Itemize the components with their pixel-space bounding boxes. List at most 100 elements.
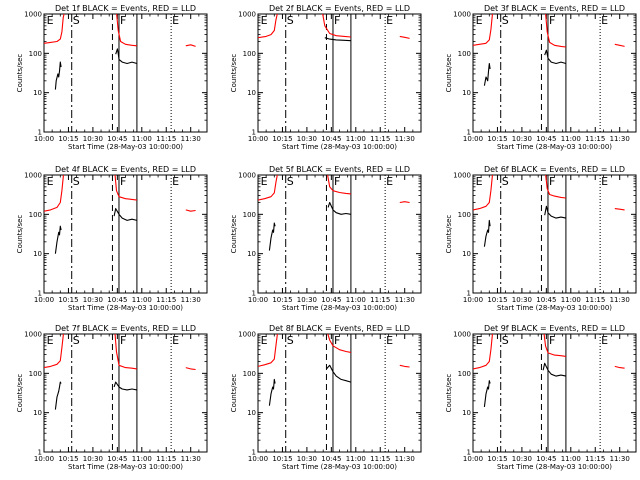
y-axis-label: Counts/sec — [230, 54, 238, 93]
x-tick-label: 11:15 — [156, 455, 176, 463]
y-tick-label: 10 — [462, 250, 471, 258]
x-tick-label: 11:00 — [346, 135, 366, 143]
plot-frame — [43, 333, 208, 453]
x-tick-label: 10:15 — [487, 135, 507, 143]
x-axis-label: Start Time (28-May-03 10:00:00) — [282, 304, 397, 312]
lld-series-line — [545, 14, 566, 48]
x-tick-label: 11:30 — [395, 455, 415, 463]
phase-marker-s: S — [73, 175, 80, 188]
plot-frame — [43, 174, 208, 294]
x-tick-label: 11:00 — [346, 455, 366, 463]
x-tick-label: 10:00 — [34, 296, 54, 304]
y-tick-label: 1 — [467, 449, 471, 457]
phase-marker-e: E — [476, 14, 483, 27]
x-tick-label: 10:30 — [512, 296, 532, 304]
events-series-line — [115, 48, 138, 65]
lld-series-line — [543, 334, 566, 357]
x-axis-label: Start Time (28-May-03 10:00:00) — [497, 304, 612, 312]
chart-panel-det3f: Det 3f BLACK = Events, RED = LLD 1 10 100 10… — [445, 4, 637, 151]
lld-series-line — [114, 334, 137, 370]
phase-marker-e: E — [172, 334, 179, 347]
events-series-line — [542, 362, 567, 377]
x-tick-label: 10:30 — [512, 455, 532, 463]
x-tick-label: 11:30 — [395, 135, 415, 143]
x-tick-label: 11:00 — [561, 135, 581, 143]
x-tick-label: 11:30 — [610, 135, 630, 143]
plot-frame — [472, 174, 637, 294]
x-tick-label: 11:00 — [132, 455, 152, 463]
x-tick-label: 10:15 — [272, 296, 292, 304]
phase-marker-s: S — [287, 175, 294, 188]
phase-marker-s: S — [502, 14, 509, 27]
x-axis-label: Start Time (28-May-03 10:00:00) — [68, 304, 183, 312]
events-series-line — [324, 37, 351, 42]
y-tick-label: 1000 — [238, 172, 256, 180]
x-tick-label: 10:45 — [536, 455, 556, 463]
lld-series-line — [545, 175, 566, 199]
y-tick-label: 1000 — [238, 331, 256, 339]
y-tick-label: 10 — [33, 409, 42, 417]
events-series-line — [544, 49, 567, 65]
phase-marker-e: E — [386, 14, 393, 27]
phase-marker-e: E — [601, 14, 608, 27]
series-group — [258, 175, 410, 251]
y-tick-label: 100 — [458, 50, 471, 58]
phase-marker-s: S — [287, 14, 294, 27]
x-tick-label: 11:00 — [561, 296, 581, 304]
lld-series-line — [185, 209, 196, 212]
phase-marker-e: E — [261, 334, 268, 347]
y-tick-label: 100 — [29, 370, 42, 378]
x-tick-label: 10:15 — [272, 135, 292, 143]
x-tick-label: 10:30 — [297, 455, 317, 463]
phase-marker-e: E — [47, 14, 54, 27]
chart-title: Det 2f BLACK = Events, RED = LLD — [269, 4, 410, 13]
phase-marker-f: F — [549, 175, 555, 188]
x-tick-label: 10:30 — [83, 455, 103, 463]
x-tick-label: 11:30 — [610, 296, 630, 304]
phase-marker-e: E — [476, 334, 483, 347]
lld-series-line — [614, 365, 625, 369]
chart-title: Det 8f BLACK = Events, RED = LLD — [269, 324, 410, 333]
phase-marker-f: F — [334, 334, 340, 347]
y-tick-label: 1000 — [24, 331, 42, 339]
lld-series-line — [614, 43, 625, 47]
x-axis-label: Start Time (28-May-03 10:00:00) — [68, 463, 183, 471]
chart-panel-det8f: Det 8f BLACK = Events, RED = LLD 1 10 100 10… — [230, 324, 422, 471]
series-group — [473, 334, 625, 407]
x-tick-label: 11:30 — [395, 296, 415, 304]
x-tick-label: 10:00 — [34, 135, 54, 143]
x-tick-label: 10:45 — [536, 135, 556, 143]
phase-marker-s: S — [502, 334, 509, 347]
x-tick-label: 10:30 — [297, 296, 317, 304]
y-tick-label: 1 — [38, 290, 42, 298]
events-series-line — [54, 381, 62, 410]
phase-marker-s: S — [73, 334, 80, 347]
x-tick-label: 10:00 — [34, 455, 54, 463]
y-axis-label: Counts/sec — [16, 215, 24, 254]
x-axis-label: Start Time (28-May-03 10:00:00) — [68, 143, 183, 151]
phase-marker-e: E — [172, 14, 179, 27]
chart-panel-det5f: Det 5f BLACK = Events, RED = LLD 1 10 100 10… — [230, 165, 422, 312]
phase-marker-s: S — [73, 14, 80, 27]
y-axis-label: Counts/sec — [16, 54, 24, 93]
series-group — [473, 175, 625, 247]
y-tick-label: 1000 — [453, 172, 471, 180]
x-tick-label: 10:45 — [321, 135, 341, 143]
events-series-line — [113, 381, 137, 391]
y-axis-label: Counts/sec — [230, 374, 238, 413]
chart-panel-det1f: Det 1f BLACK = Events, RED = LLD 1 10 100 10… — [16, 4, 208, 151]
lld-series-line — [258, 14, 278, 39]
y-tick-label: 10 — [247, 89, 256, 97]
y-tick-label: 1 — [252, 449, 256, 457]
phase-marker-f: F — [120, 14, 126, 27]
x-tick-label: 10:30 — [83, 135, 103, 143]
chart-title: Det 7f BLACK = Events, RED = LLD — [55, 324, 196, 333]
phase-marker-f: F — [549, 334, 555, 347]
chart-title: Det 9f BLACK = Events, RED = LLD — [484, 324, 625, 333]
x-tick-label: 11:15 — [585, 455, 605, 463]
lld-series-line — [44, 14, 65, 44]
phase-marker-e: E — [47, 334, 54, 347]
x-tick-label: 10:00 — [463, 296, 483, 304]
x-tick-label: 10:30 — [297, 135, 317, 143]
